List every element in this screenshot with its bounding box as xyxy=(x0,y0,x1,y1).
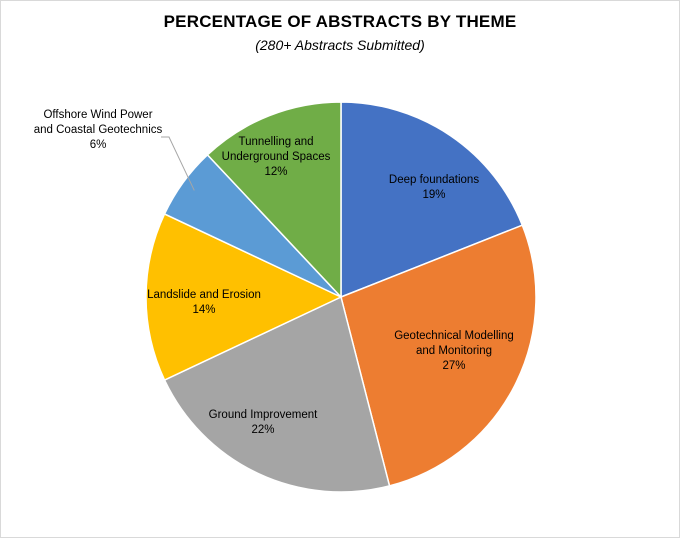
data-label-name: Deep foundations xyxy=(389,174,479,186)
data-label-name: Landslide and Erosion xyxy=(147,289,261,301)
data-label-name: Offshore Wind Power xyxy=(43,109,152,121)
data-label-name: Underground Spaces xyxy=(222,151,331,163)
data-label-value: 27% xyxy=(442,360,465,372)
data-label-name: Ground Improvement xyxy=(209,409,318,421)
data-label-geotechnical-modelling-and-monitoring: Geotechnical Modelling and Monitoring 27% xyxy=(394,330,514,372)
chart-subtitle: (280+ Abstracts Submitted) xyxy=(255,37,425,53)
chart-title: PERCENTAGE OF ABSTRACTS BY THEME xyxy=(163,12,517,31)
pie-slice-deep-foundations xyxy=(340,101,524,299)
pie-slice-geotechnical-modelling-and-monitoring xyxy=(340,224,537,487)
data-label-ground-improvement: Ground Improvement 22% xyxy=(209,409,318,436)
data-label-name: Geotechnical Modelling xyxy=(394,330,514,342)
data-label-name: and Coastal Geotechnics xyxy=(34,124,163,136)
data-label-value: 12% xyxy=(264,166,287,178)
data-label-landslide-and-erosion: Landslide and Erosion 14% xyxy=(147,289,261,316)
data-label-name: Tunnelling and xyxy=(238,136,313,148)
data-label-tunnelling-and-underground-spaces: Tunnelling and Underground Spaces 12% xyxy=(222,136,331,178)
pie-slice-landslide-and-erosion xyxy=(145,212,343,382)
pie-slice-ground-improvement xyxy=(163,295,391,493)
data-label-value: 6% xyxy=(90,139,107,151)
data-label-value: 14% xyxy=(192,304,215,316)
data-label-name: and Monitoring xyxy=(416,345,492,357)
pie-slice-tunnelling-and-underground-spaces xyxy=(206,101,342,299)
data-label-value: 22% xyxy=(251,424,274,436)
data-label-value: 19% xyxy=(422,189,445,201)
data-label-offshore-wind-power-and-coastal-geotechnics: Offshore Wind Power and Coastal Geotechni… xyxy=(34,109,163,151)
leader-line xyxy=(161,136,195,191)
data-label-deep-foundations: Deep foundations 19% xyxy=(389,174,479,201)
